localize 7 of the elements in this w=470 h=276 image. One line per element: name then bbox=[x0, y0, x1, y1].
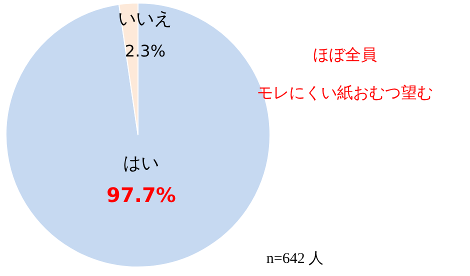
data-label: 97.7% bbox=[106, 182, 176, 207]
data-label: 2.3% bbox=[124, 41, 166, 60]
text: n=642 人 bbox=[266, 251, 324, 267]
slice-label: いいえ bbox=[118, 8, 172, 30]
text: ほぼ全員 bbox=[313, 45, 377, 64]
text: モレにくい紙おむつ望む bbox=[257, 83, 433, 102]
slice-label: はい bbox=[123, 152, 160, 174]
